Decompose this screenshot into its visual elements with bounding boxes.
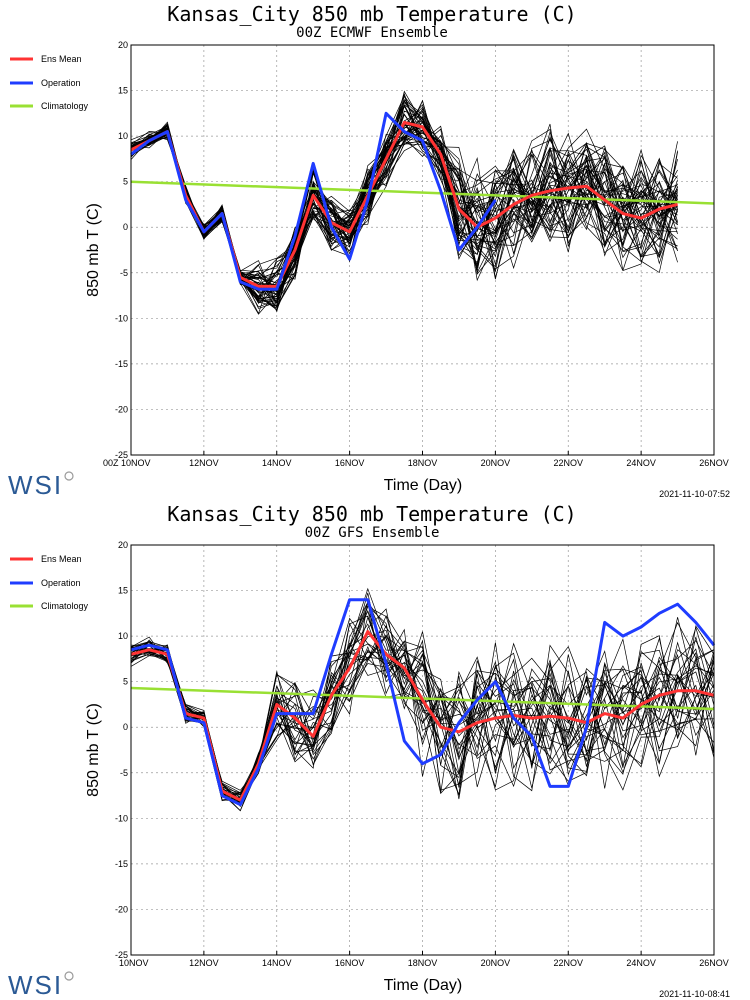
x-axis-label: Time (Day): [384, 477, 463, 494]
legend: Ens Mean Operation Climatology: [10, 54, 89, 111]
y-tick-label: 10: [118, 631, 128, 641]
x-tick-label: 16NOV: [335, 958, 365, 968]
x-tick-label: 14NOV: [262, 958, 292, 968]
x-tick-labels: 00Z 10NOV 12NOV 14NOV 16NOV 18NOV 20NOV 22NOV 2…: [103, 458, 729, 468]
x-tick-label: 26NOV: [699, 958, 729, 968]
ensemble-member-line: [130, 127, 678, 307]
y-tick-label: 20: [118, 40, 128, 50]
y-tick-label: 5: [123, 677, 128, 687]
x-tick-label: 10NOV: [119, 958, 149, 968]
x-axis-label: Time (Day): [384, 977, 463, 994]
x-tick-label: 18NOV: [408, 958, 438, 968]
ensemble-member-line: [130, 127, 678, 292]
x-tick-label: 24NOV: [626, 958, 656, 968]
y-tick-label: 5: [123, 177, 128, 187]
legend-label-ens-mean: Ens Mean: [41, 54, 82, 64]
chart-title: Kansas_City 850 mb Temperature (C): [167, 2, 576, 26]
operation-line: [130, 111, 497, 291]
y-tick-label: -25: [115, 450, 128, 460]
timestamp: 2021-11-10-08:41: [659, 989, 730, 999]
y-tick-label: 20: [118, 540, 128, 550]
x-tick-label: 24NOV: [626, 458, 656, 468]
ensemble-member-line: [130, 587, 715, 798]
ensemble-member-line: [130, 120, 678, 299]
y-axis-label: 850 mb T (C): [85, 703, 102, 797]
y-tick-labels: 20 15 10 5 0 -5 -10 -15 -20 -25: [115, 40, 128, 460]
legend-label-climatology: Climatology: [41, 101, 89, 111]
y-tick-label: -25: [115, 950, 128, 960]
ensemble-member-line: [130, 113, 678, 304]
y-tick-label: 0: [123, 222, 128, 232]
x-tick-label: 26NOV: [699, 458, 729, 468]
x-tick-label: 00Z 10NOV: [103, 458, 151, 468]
chart-subtitle: 00Z GFS Ensemble: [305, 525, 440, 541]
gfs-chart: Kansas_City 850 mb Temperature (C) 00Z G…: [8, 502, 730, 1000]
legend-label-operation: Operation: [41, 78, 81, 88]
logo-text: WSI: [8, 470, 63, 500]
chart-title: Kansas_City 850 mb Temperature (C): [167, 502, 576, 526]
climatology-line: [130, 180, 715, 205]
ensemble-member-line: [130, 625, 715, 804]
ensemble-member-line: [130, 592, 715, 800]
y-tick-label: -20: [115, 904, 128, 914]
y-tick-label: -10: [115, 313, 128, 323]
x-tick-label: 20NOV: [481, 958, 511, 968]
legend-label-climatology: Climatology: [41, 601, 89, 611]
ensemble-member-line: [130, 104, 678, 292]
y-tick-label: -15: [115, 359, 128, 369]
y-tick-label: 0: [123, 722, 128, 732]
legend: Ens Mean Operation Climatology: [10, 554, 89, 611]
x-tick-label: 16NOV: [335, 458, 365, 468]
legend-label-operation: Operation: [41, 578, 81, 588]
wsi-logo: WSI: [8, 470, 74, 500]
ensemble-member-line: [130, 634, 715, 802]
y-axis-label: 850 mb T (C): [85, 203, 102, 297]
y-tick-label: 15: [118, 586, 128, 596]
x-tick-label: 20NOV: [481, 458, 511, 468]
chart-subtitle: 00Z ECMWF Ensemble: [296, 25, 448, 41]
y-tick-label: -5: [120, 768, 128, 778]
timestamp: 2021-11-10-07:52: [659, 489, 730, 499]
y-tick-label: 10: [118, 131, 128, 141]
ecmwf-chart: Kansas_City 850 mb Temperature (C) 00Z E…: [8, 2, 730, 500]
x-tick-label: 14NOV: [262, 458, 292, 468]
x-tick-labels: 10NOV 12NOV 14NOV 16NOV 18NOV 20NOV 22NOV 24NOV…: [119, 958, 729, 968]
ensemble-member-line: [130, 123, 678, 279]
gfs-panel: Kansas_City 850 mb Temperature (C) 00Z G…: [0, 500, 750, 1000]
series-lines: [130, 111, 715, 291]
y-tick-label: -10: [115, 813, 128, 823]
x-tick-label: 22NOV: [553, 958, 583, 968]
ens-mean-line: [130, 630, 715, 802]
legend-label-ens-mean: Ens Mean: [41, 554, 82, 564]
y-tick-labels: 20 15 10 5 0 -5 -10 -15 -20 -25: [115, 540, 128, 960]
x-tick-label: 18NOV: [408, 458, 438, 468]
plot-frame: [130, 544, 715, 956]
logo-mark-icon: [64, 971, 74, 981]
ensemble-member-line: [130, 624, 715, 796]
y-tick-label: -5: [120, 268, 128, 278]
y-tick-label: 15: [118, 86, 128, 96]
ensemble-member-line: [130, 617, 715, 794]
logo-text: WSI: [8, 970, 63, 1000]
y-tick-label: -15: [115, 859, 128, 869]
ensemble-member-line: [130, 640, 715, 808]
ensemble-member-line: [130, 132, 678, 302]
ecmwf-panel: Kansas_City 850 mb Temperature (C) 00Z E…: [8, 2, 730, 500]
x-tick-label: 22NOV: [553, 458, 583, 468]
operation-line: [130, 598, 716, 807]
y-tick-label: -20: [115, 404, 128, 414]
plot-frame: [130, 44, 715, 456]
ensemble-member-line: [130, 125, 678, 299]
x-tick-label: 12NOV: [189, 958, 219, 968]
wsi-logo: WSI: [8, 970, 74, 1000]
series-lines: [130, 598, 716, 807]
ensemble-member-line: [130, 125, 678, 315]
x-tick-label: 12NOV: [189, 458, 219, 468]
logo-mark-icon: [64, 471, 74, 481]
